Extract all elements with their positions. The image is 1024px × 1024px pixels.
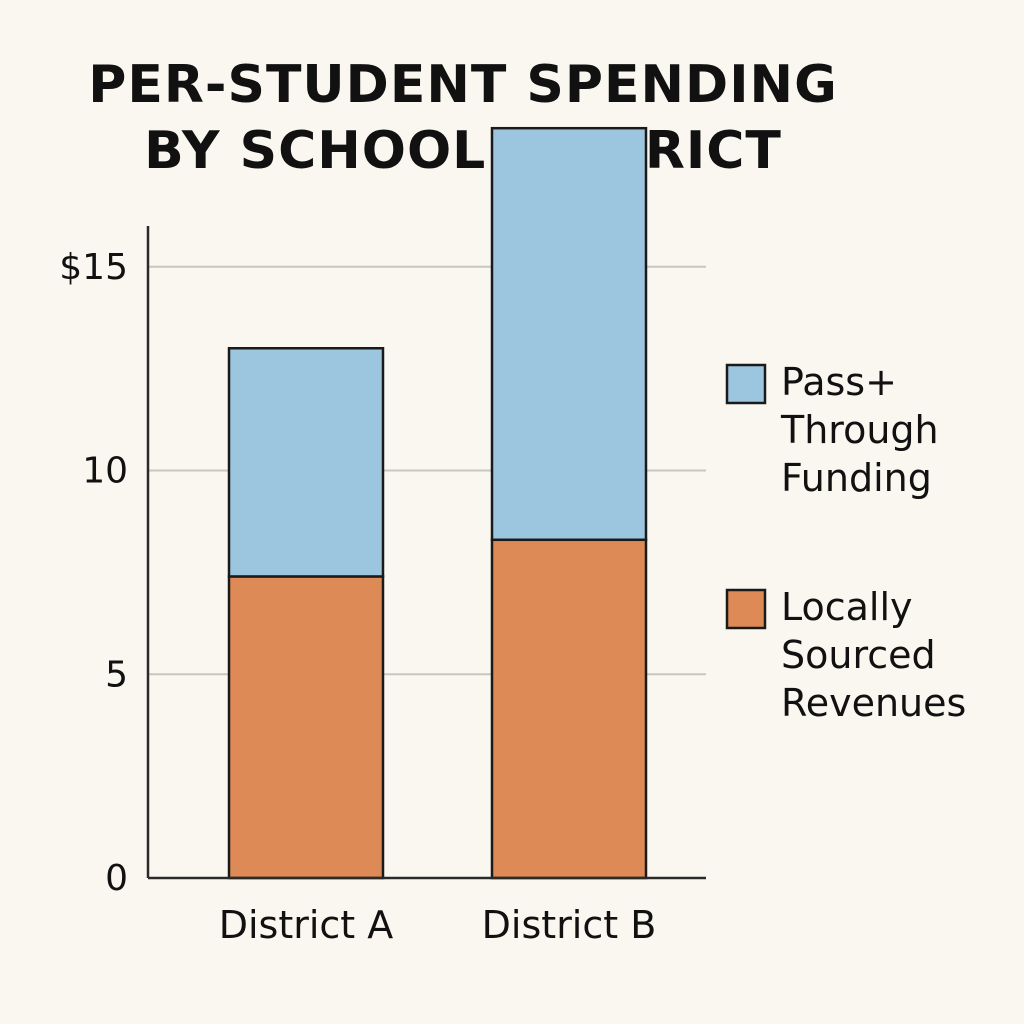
y-tick-label: 5 [105, 654, 128, 695]
chart-title-line-2: BY SCHOOL DISTRICT [144, 121, 782, 181]
bar-segment-pass-through-b [490, 126, 648, 542]
chart-title-line-1: PER-STUDENT SPENDING [88, 55, 838, 115]
bar-segment-local-a [227, 575, 385, 880]
x-category-label: District A [219, 903, 394, 947]
legend-label: Through [780, 408, 939, 452]
y-tick-labels: 0 5 10 $15 [59, 247, 128, 899]
legend-label: Sourced [781, 633, 936, 677]
chart-title: PER-STUDENT SPENDING BY SCHOOL DISTRICT [0, 52, 926, 184]
legend-label: Funding [781, 456, 932, 500]
axes [146, 226, 706, 880]
y-tick-label: 0 [105, 858, 128, 899]
y-tick-label: 10 [82, 451, 128, 492]
legend-label: Pass+ [781, 360, 897, 404]
x-category-label: District B [482, 903, 657, 947]
legend-label: Locally [781, 585, 913, 629]
bars [227, 126, 648, 880]
bar-segment-local-b [490, 538, 648, 880]
legend-swatch [725, 363, 767, 405]
y-tick-label: $15 [59, 247, 128, 288]
x-category-labels: District A District B [219, 903, 657, 947]
legend-swatch [725, 588, 767, 630]
legend-label: Revenues [781, 681, 966, 725]
bar-segment-pass-through-a [227, 347, 385, 578]
